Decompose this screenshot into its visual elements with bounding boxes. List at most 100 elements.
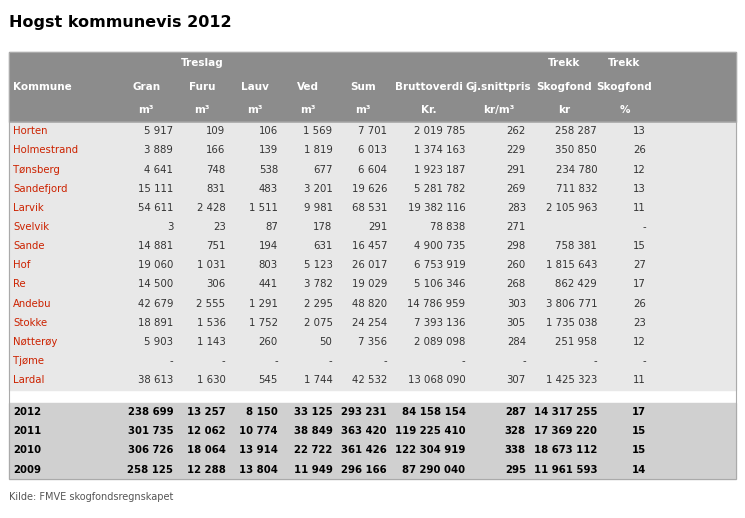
Text: Trekk: Trekk <box>608 59 641 68</box>
Text: -: - <box>329 356 332 366</box>
Text: m³: m³ <box>247 105 262 115</box>
Text: 2009: 2009 <box>13 465 41 474</box>
Text: 284: 284 <box>507 337 526 347</box>
Text: -: - <box>170 356 174 366</box>
Text: 5 281 782: 5 281 782 <box>414 184 466 194</box>
Text: -: - <box>222 356 226 366</box>
Text: Skogfond: Skogfond <box>536 82 592 92</box>
Text: 15: 15 <box>632 426 646 436</box>
Bar <box>9 351 736 370</box>
Text: 84 158 154: 84 158 154 <box>402 407 466 417</box>
Text: Furu: Furu <box>189 82 215 92</box>
Text: 7 701: 7 701 <box>358 126 387 136</box>
Text: 42 532: 42 532 <box>352 375 387 385</box>
Text: 1 815 643: 1 815 643 <box>546 260 597 270</box>
Text: 296 166: 296 166 <box>341 465 387 474</box>
Text: 1 819: 1 819 <box>304 146 332 155</box>
Text: 268: 268 <box>507 279 526 290</box>
Text: 23: 23 <box>213 222 226 232</box>
Text: 119 225 410: 119 225 410 <box>395 426 466 436</box>
Text: 295: 295 <box>505 465 526 474</box>
Text: 38 849: 38 849 <box>294 426 332 436</box>
Text: 260: 260 <box>259 337 278 347</box>
Text: Tønsberg: Tønsberg <box>13 165 60 175</box>
Text: 109: 109 <box>206 126 226 136</box>
Bar <box>9 275 736 294</box>
Bar <box>9 332 736 351</box>
Text: 328: 328 <box>505 426 526 436</box>
Text: 26 017: 26 017 <box>352 260 387 270</box>
Text: -: - <box>274 356 278 366</box>
Text: 13: 13 <box>633 184 646 194</box>
Text: 1 511: 1 511 <box>249 203 278 213</box>
Text: 2 105 963: 2 105 963 <box>545 203 597 213</box>
Bar <box>9 422 736 441</box>
Text: 2 089 098: 2 089 098 <box>414 337 466 347</box>
Text: 122 304 919: 122 304 919 <box>395 445 466 455</box>
Text: 13 914: 13 914 <box>239 445 278 455</box>
Bar <box>9 160 736 179</box>
Text: Re: Re <box>13 279 26 290</box>
Text: Tjøme: Tjøme <box>13 356 44 366</box>
Text: 1 752: 1 752 <box>249 318 278 328</box>
Text: 338: 338 <box>505 445 526 455</box>
Text: 14 317 255: 14 317 255 <box>533 407 597 417</box>
Text: 1 143: 1 143 <box>197 337 226 347</box>
Text: 298: 298 <box>507 241 526 251</box>
Text: kr: kr <box>559 105 571 115</box>
Text: 1 291: 1 291 <box>249 298 278 309</box>
Text: 19 029: 19 029 <box>352 279 387 290</box>
Text: 19 626: 19 626 <box>352 184 387 194</box>
Text: 6 013: 6 013 <box>358 146 387 155</box>
Text: 24 254: 24 254 <box>352 318 387 328</box>
Text: 12 288: 12 288 <box>187 465 226 474</box>
Text: 14: 14 <box>632 465 646 474</box>
Text: 78 838: 78 838 <box>431 222 466 232</box>
Text: 14 786 959: 14 786 959 <box>408 298 466 309</box>
Text: 13 068 090: 13 068 090 <box>408 375 466 385</box>
Text: 5 123: 5 123 <box>304 260 332 270</box>
Text: 19 060: 19 060 <box>138 260 174 270</box>
Text: 238 699: 238 699 <box>127 407 174 417</box>
Text: 303: 303 <box>507 298 526 309</box>
Text: 13 257: 13 257 <box>187 407 226 417</box>
Text: Kommune: Kommune <box>13 82 72 92</box>
Text: 2010: 2010 <box>13 445 42 455</box>
Text: 293 231: 293 231 <box>341 407 387 417</box>
Text: Treslag: Treslag <box>181 59 224 68</box>
Text: Trekk: Trekk <box>548 59 580 68</box>
Text: 229: 229 <box>507 146 526 155</box>
Text: 631: 631 <box>313 241 332 251</box>
Text: 11: 11 <box>633 375 646 385</box>
Bar <box>9 237 736 256</box>
Bar <box>9 313 736 332</box>
Text: Stokke: Stokke <box>13 318 48 328</box>
Text: 262: 262 <box>507 126 526 136</box>
Text: 3 889: 3 889 <box>145 146 174 155</box>
Text: 17: 17 <box>632 407 646 417</box>
Text: 291: 291 <box>507 165 526 175</box>
Text: 1 374 163: 1 374 163 <box>414 146 466 155</box>
Text: 251 958: 251 958 <box>555 337 597 347</box>
Text: 48 820: 48 820 <box>352 298 387 309</box>
Text: 306: 306 <box>206 279 226 290</box>
Text: 11 961 593: 11 961 593 <box>533 465 597 474</box>
Text: 1 536: 1 536 <box>197 318 226 328</box>
Text: %: % <box>619 105 630 115</box>
Text: 758 381: 758 381 <box>556 241 597 251</box>
Text: 1 923 187: 1 923 187 <box>414 165 466 175</box>
Bar <box>9 441 736 460</box>
Text: 23: 23 <box>633 318 646 328</box>
Text: 17 369 220: 17 369 220 <box>534 426 597 436</box>
Text: 13: 13 <box>633 126 646 136</box>
Text: 483: 483 <box>259 184 278 194</box>
Text: Svelvik: Svelvik <box>13 222 49 232</box>
Text: 538: 538 <box>259 165 278 175</box>
Text: Skogfond: Skogfond <box>597 82 653 92</box>
Bar <box>9 141 736 160</box>
Text: m³: m³ <box>139 105 154 115</box>
Text: 307: 307 <box>507 375 526 385</box>
Text: 2 555: 2 555 <box>197 298 226 309</box>
Text: 291: 291 <box>368 222 387 232</box>
Text: 350 850: 350 850 <box>556 146 597 155</box>
